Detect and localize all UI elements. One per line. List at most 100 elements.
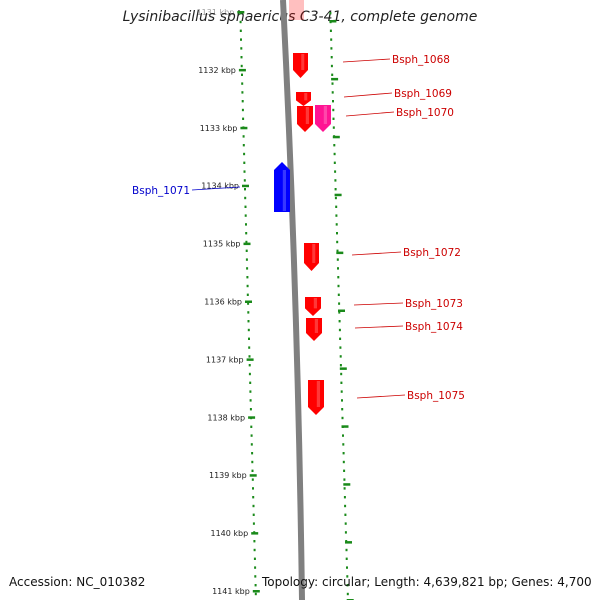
ruler-left-dot — [253, 540, 256, 543]
gene-bsph_1075[interactable] — [308, 380, 324, 415]
ruler-left-dot — [247, 302, 250, 305]
gene-bsph_1073[interactable] — [305, 297, 321, 316]
ruler-left-dot — [254, 584, 257, 587]
ruler-tick — [338, 309, 345, 312]
ruler-left-dot — [248, 337, 250, 340]
gene-labels: Bsph_1068 Bsph_1069 Bsph_1070 Bsph_1071 Bsph… — [132, 54, 465, 402]
scale-label: 1138 kbp — [207, 413, 245, 422]
ruler-right-dot — [330, 56, 333, 59]
ruler-left-dot — [241, 82, 244, 85]
ruler-tick — [329, 20, 337, 23]
ruler-left-dot — [250, 425, 253, 428]
ruler-right-dot — [332, 117, 335, 120]
ruler-right-dot — [329, 29, 332, 32]
ruler-right-dot — [335, 223, 338, 226]
ruler-right-dot — [344, 504, 347, 508]
ruler-left-dot — [245, 249, 248, 252]
genes — [274, 0, 331, 415]
ruler-tick — [243, 242, 251, 246]
gene-bsph_1068-highlight — [301, 54, 305, 70]
ruler-right-dot — [339, 346, 342, 349]
ruler-right-dot — [340, 390, 343, 393]
scale-label: 1135 kbp — [203, 240, 241, 249]
ruler-right-dot — [329, 12, 332, 15]
gene-label-bsph_1071[interactable]: Bsph_1071 — [132, 185, 190, 197]
ruler-right-dot — [335, 205, 338, 208]
scale-label: 1132 kbp — [198, 66, 236, 75]
scale-label: 1133 kbp — [200, 124, 238, 133]
ruler-right-dot — [332, 126, 335, 129]
ruler-left-dot — [253, 548, 256, 552]
ruler-right-dot — [336, 249, 339, 252]
ruler-right-dot — [337, 267, 339, 270]
topology-label: Topology: circular; Length: 4,639,821 bp… — [262, 575, 592, 589]
ruler-tick — [332, 135, 340, 139]
gene-label-bsph_1072[interactable]: Bsph_1072 — [403, 247, 461, 259]
accession-label: Accession: NC_010382 — [9, 575, 146, 589]
gene-bsph_1070[interactable] — [297, 106, 313, 132]
ruler-tick — [245, 300, 252, 303]
gene-bsph_1072-highlight — [312, 244, 316, 263]
ruler-left-dot — [247, 320, 250, 323]
ruler-right-dot — [331, 82, 334, 85]
ruler-left-dot — [241, 108, 244, 112]
gene-label-bsph_1074[interactable]: Bsph_1074 — [405, 321, 463, 333]
ruler-left-dot — [245, 240, 248, 244]
ruler-tick — [331, 77, 339, 81]
ruler-left-dot — [247, 328, 250, 332]
gene-callout — [353, 302, 404, 306]
gene-label-bsph_1075[interactable]: Bsph_1075 — [407, 390, 465, 402]
ruler-left-dot — [241, 73, 243, 76]
ruler-left-dot — [253, 557, 256, 560]
gene-bsph_1072[interactable] — [304, 243, 319, 271]
ruler-right-dot — [346, 575, 349, 578]
ruler-left-dot — [252, 496, 255, 499]
ruler-left-dot — [246, 293, 249, 296]
ruler-tick — [251, 532, 259, 535]
ruler-right-dot — [339, 355, 342, 358]
gene-bsph_1074[interactable] — [306, 318, 322, 341]
ruler-left-dot — [251, 478, 254, 481]
gene-bsph_1074-highlight — [314, 319, 318, 333]
ruler-left-dot — [244, 188, 246, 191]
ruler-left-dot — [254, 566, 257, 569]
ruler-left-dot — [245, 232, 248, 235]
ruler-right-dot — [330, 38, 333, 41]
ruler-left-dot — [251, 460, 254, 464]
gene-label-bsph_1068[interactable]: Bsph_1068 — [392, 54, 450, 66]
gene-label-bsph_1070[interactable]: Bsph_1070 — [396, 107, 454, 119]
ruler-right-dot — [338, 328, 341, 332]
gene-label-bsph_1069[interactable]: Bsph_1069 — [394, 88, 452, 100]
ruler-right-dot — [343, 478, 346, 481]
ruler-tick — [334, 193, 342, 197]
ruler-right-dot — [343, 487, 346, 490]
ruler-tick — [345, 541, 352, 544]
gene-bsph_1068[interactable] — [293, 53, 308, 78]
gene-bsph_1073-highlight — [313, 298, 317, 309]
ruler-right-dot — [346, 592, 349, 596]
ruler-right-dot — [339, 337, 342, 340]
gene-unlabeled[interactable] — [315, 105, 331, 132]
scale-label: 1131 kbp — [197, 8, 235, 17]
ruler-left-dot — [240, 64, 243, 68]
ruler-tick — [248, 416, 256, 419]
ruler-right-dot — [346, 566, 348, 569]
gene-bsph_1070-highlight — [305, 107, 309, 124]
genome-backbone — [280, 0, 305, 600]
ruler-right-dot — [337, 293, 340, 296]
ruler-left-dot — [254, 592, 257, 596]
gene-callout — [351, 251, 402, 256]
ruler-tick — [246, 358, 254, 361]
ruler-right — [329, 12, 354, 600]
ruler-left-dot — [252, 513, 255, 516]
ruler-left-dot — [244, 205, 247, 208]
ruler-right-dot — [338, 320, 341, 323]
ruler-right-dot — [341, 399, 343, 402]
ruler-right-dot — [344, 513, 347, 516]
gene-label-bsph_1073[interactable]: Bsph_1073 — [405, 298, 463, 310]
ruler-tick — [339, 367, 347, 370]
gene-bsph_1071[interactable] — [274, 162, 290, 212]
gene-bsph_1069[interactable] — [296, 92, 311, 106]
ruler-left-dot — [242, 117, 245, 120]
